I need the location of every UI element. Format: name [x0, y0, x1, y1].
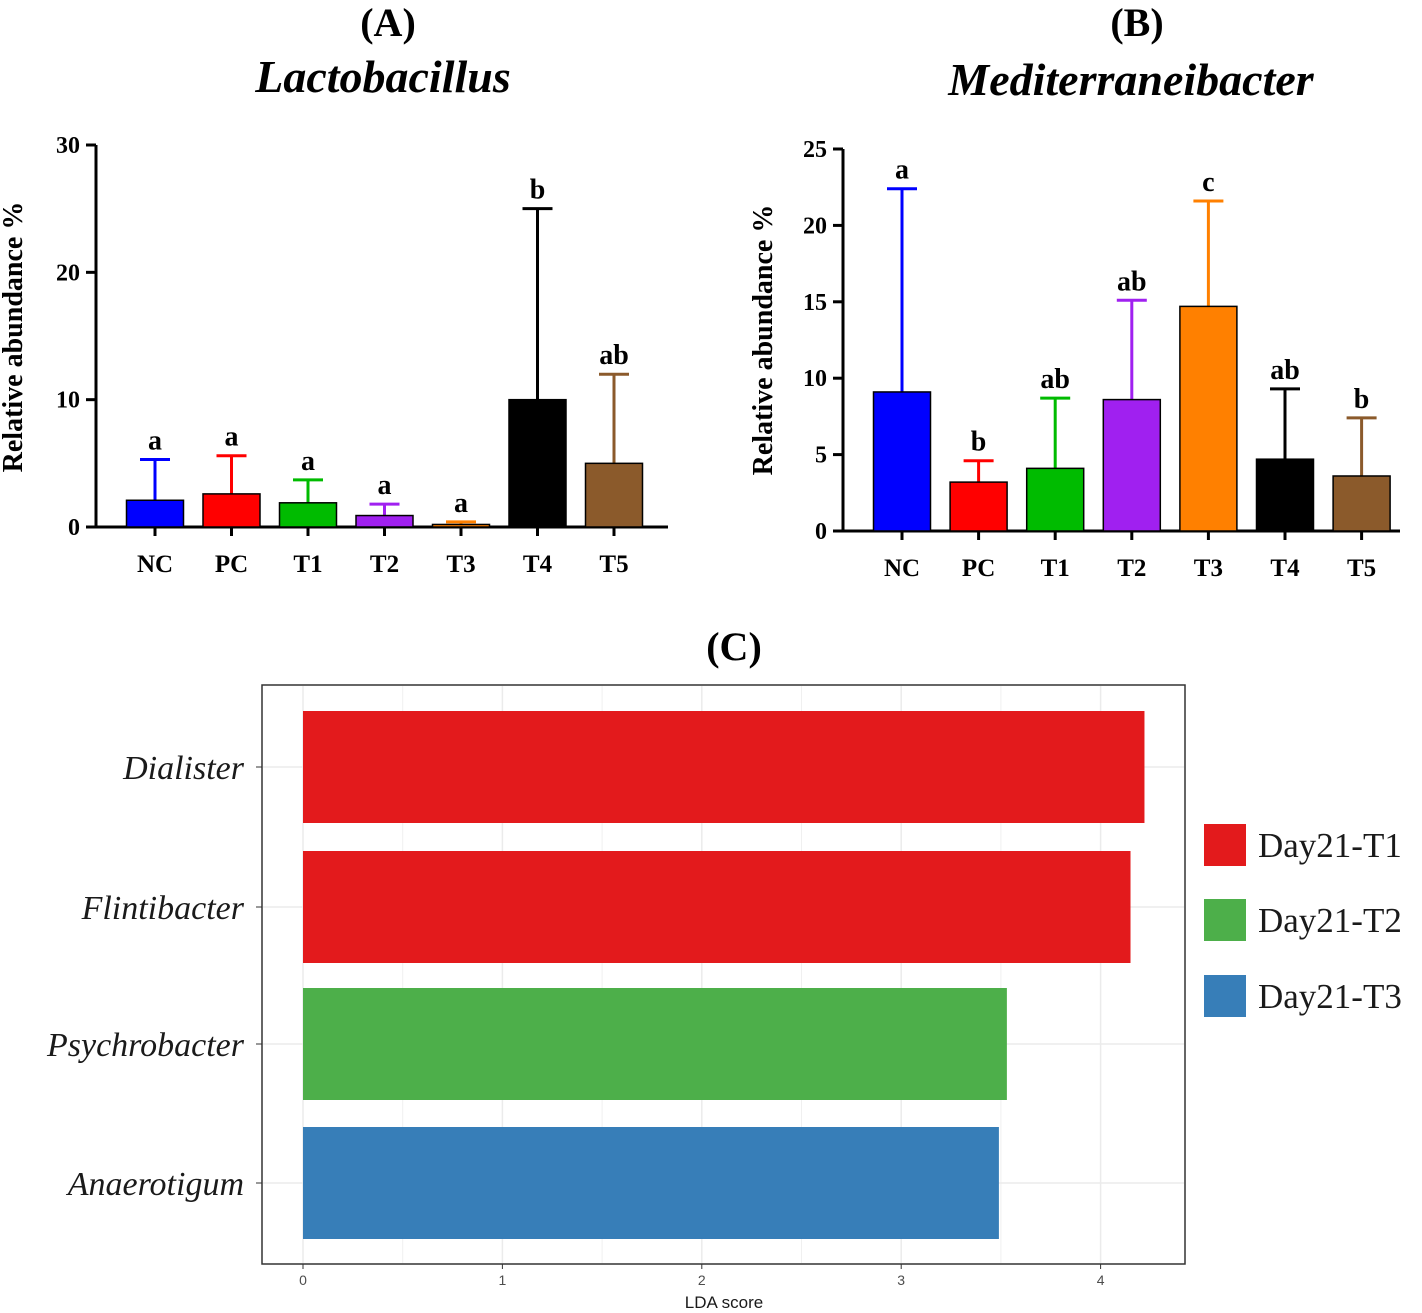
- feature-label: Dialister: [122, 750, 245, 787]
- panel-a-label: (A): [360, 0, 416, 45]
- significance-label: a: [225, 422, 239, 453]
- panel-a-ylabel: Relative abundance %: [0, 202, 29, 473]
- x-tick-label: T1: [293, 551, 322, 578]
- x-tick-label: 4: [1097, 1272, 1105, 1288]
- significance-label: ab: [1117, 266, 1147, 297]
- significance-label: a: [378, 470, 392, 501]
- y-tick-label: 20: [803, 213, 827, 239]
- x-tick-label: 3: [897, 1272, 905, 1288]
- y-tick-label: 0: [815, 519, 827, 545]
- x-tick-label: PC: [215, 551, 248, 578]
- lda-xlabel: LDA score: [685, 1293, 763, 1312]
- bar: [431, 523, 491, 528]
- feature-label: Psychrobacter: [46, 1027, 245, 1064]
- significance-label: b: [1354, 384, 1370, 415]
- significance-label: a: [301, 446, 315, 477]
- legend-label: Day21-T3: [1258, 977, 1402, 1016]
- x-tick-label: 2: [698, 1272, 706, 1288]
- y-tick-label: 10: [803, 366, 827, 392]
- legend-label: Day21-T1: [1258, 826, 1402, 865]
- lda-bar: [303, 1127, 999, 1239]
- bar: [1179, 305, 1238, 532]
- lda-bar: [303, 851, 1131, 963]
- lda-bar: [303, 988, 1007, 1100]
- legend-swatch: [1204, 975, 1246, 1017]
- x-tick-label: T4: [1270, 555, 1300, 582]
- x-tick-label: 0: [299, 1272, 307, 1288]
- x-tick-label: T2: [1117, 555, 1146, 582]
- bar: [1332, 475, 1391, 532]
- bar: [872, 391, 932, 532]
- y-tick-label: 10: [56, 388, 80, 414]
- panel-c-label: (C): [706, 624, 762, 669]
- bar: [125, 499, 185, 528]
- bar: [1025, 467, 1085, 532]
- significance-label: ab: [1040, 364, 1070, 395]
- y-tick-label: 30: [56, 133, 80, 159]
- x-tick-label: T3: [446, 551, 475, 578]
- x-tick-label: T4: [523, 551, 553, 578]
- panel-b-title: Mediterraneibacter: [947, 54, 1314, 105]
- legend-swatch: [1204, 824, 1246, 866]
- bar: [278, 502, 338, 528]
- bar: [355, 514, 414, 528]
- y-tick-label: 20: [56, 260, 80, 286]
- significance-label: ab: [1270, 355, 1300, 386]
- y-tick-label: 25: [803, 137, 827, 163]
- significance-label: ab: [599, 340, 629, 371]
- y-tick-label: 5: [815, 443, 827, 469]
- panel-a: (A) Lactobacillus Relative abundance % 0…: [0, 0, 668, 578]
- x-tick-label: NC: [884, 555, 920, 582]
- x-tick-label: PC: [962, 555, 995, 582]
- bar: [949, 481, 1008, 532]
- x-tick-label: T1: [1041, 555, 1070, 582]
- significance-label: a: [148, 426, 162, 457]
- significance-label: b: [530, 175, 546, 206]
- x-tick-label: 1: [499, 1272, 507, 1288]
- significance-label: c: [1202, 167, 1214, 198]
- x-tick-label: T3: [1194, 555, 1223, 582]
- significance-label: a: [895, 155, 909, 186]
- legend-swatch: [1204, 899, 1246, 941]
- panel-c: (C) 0 1 2 3 4 Dialister Flintibacter Psychrobac…: [46, 624, 1402, 1312]
- bar: [584, 462, 644, 528]
- bar: [1102, 398, 1162, 532]
- x-tick-label: T5: [1347, 555, 1376, 582]
- panel-b: (B) Mediterraneibacter Relative abundanc…: [748, 0, 1400, 582]
- x-tick-label: NC: [137, 551, 173, 578]
- bar: [1255, 458, 1315, 532]
- panel-a-title: Lactobacillus: [254, 51, 511, 102]
- panel-b-label: (B): [1110, 0, 1163, 45]
- y-tick-label: 0: [68, 515, 80, 541]
- panel-b-ylabel: Relative abundance %: [748, 205, 779, 476]
- feature-label: Anaerotigum: [66, 1166, 244, 1203]
- feature-label: Flintibacter: [81, 890, 245, 927]
- bar: [508, 398, 567, 528]
- y-tick-label: 15: [803, 290, 827, 316]
- x-tick-label: T2: [370, 551, 399, 578]
- legend-label: Day21-T2: [1258, 901, 1402, 940]
- significance-label: a: [454, 488, 468, 519]
- significance-label: b: [971, 427, 987, 458]
- lda-bar: [303, 711, 1145, 823]
- bar: [202, 493, 261, 528]
- x-tick-label: T5: [599, 551, 628, 578]
